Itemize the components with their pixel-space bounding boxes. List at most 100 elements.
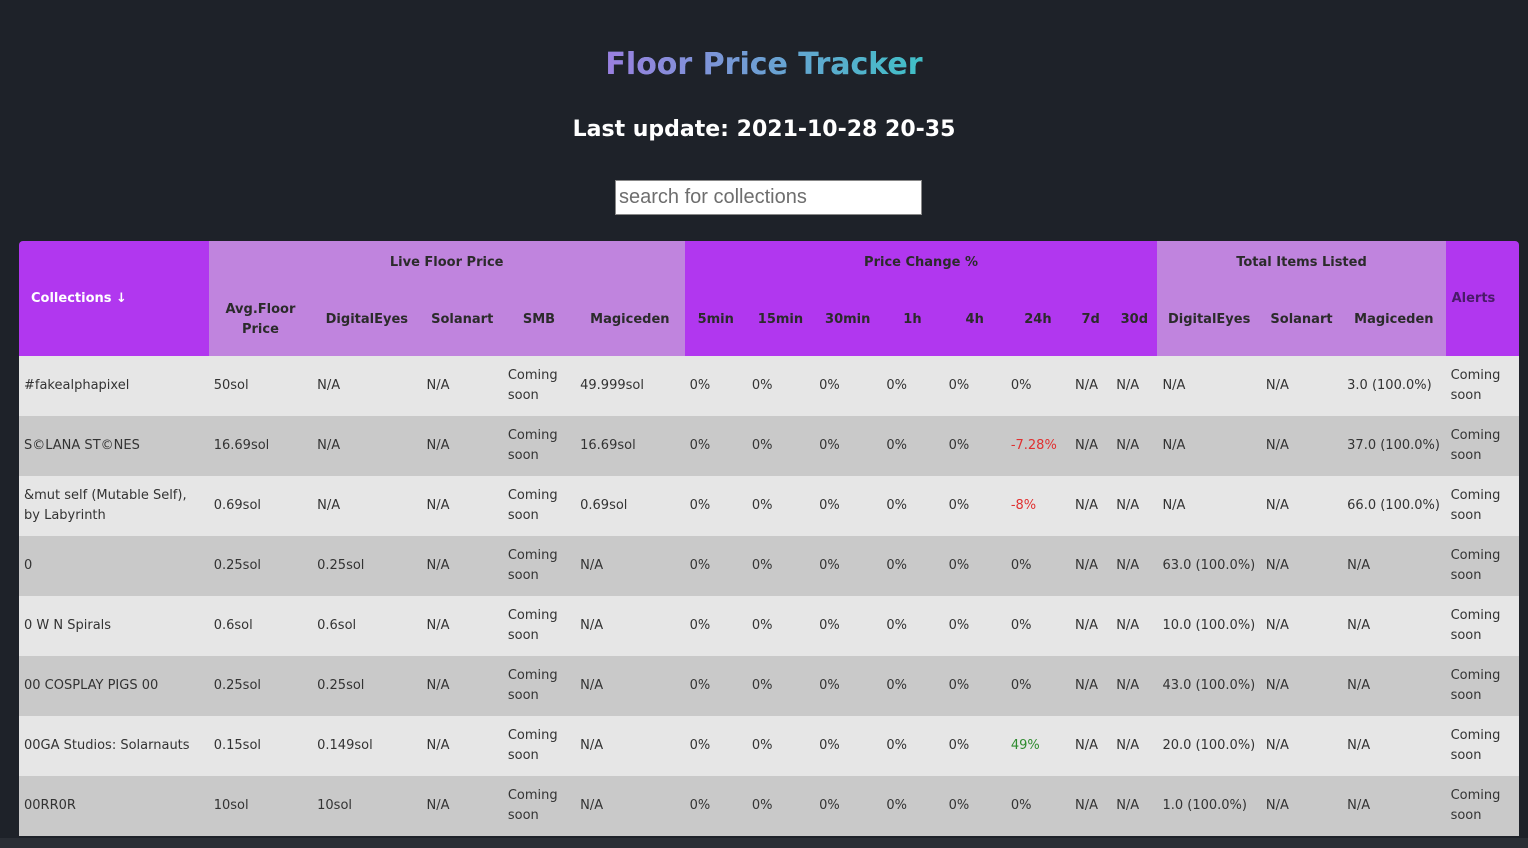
cell-listed-solanart: N/A — [1260, 776, 1343, 836]
cell-change-5min: 0% — [684, 596, 747, 656]
cell-change-30min: 0% — [814, 416, 882, 476]
column-header-live-digitaleyes[interactable]: DigitalEyes — [312, 284, 422, 356]
cell-change-4h: 0% — [943, 596, 1006, 656]
group-header-total-items-listed: Total Items Listed — [1157, 241, 1446, 284]
cell-listed-solanart: N/A — [1260, 536, 1343, 596]
search-input[interactable] — [615, 180, 922, 215]
cell-change-30min: 0% — [814, 476, 882, 536]
column-header-live-magiceden[interactable]: Magiceden — [575, 284, 685, 356]
cell-avg-floor-price: 50sol — [208, 356, 313, 416]
cell-listed-solanart: N/A — [1260, 416, 1343, 476]
cell-change-24h: -7.28% — [1005, 416, 1071, 476]
cell-live-magiceden: N/A — [575, 716, 685, 776]
cell-live-digitaleyes: 0.6sol — [312, 596, 422, 656]
cell-alerts: Coming soon — [1445, 716, 1519, 776]
cell-alerts: Coming soon — [1445, 356, 1519, 416]
cell-avg-floor-price: 0.15sol — [208, 716, 313, 776]
cell-avg-floor-price: 0.25sol — [208, 656, 313, 716]
cell-live-digitaleyes: 0.25sol — [312, 536, 422, 596]
cell-change-15min: 0% — [746, 416, 815, 476]
cell-change-24h: 0% — [1005, 776, 1071, 836]
group-header-live-floor-price: Live Floor Price — [208, 241, 685, 284]
cell-collection-name: 0 — [19, 536, 209, 596]
cell-change-24h: 0% — [1005, 656, 1071, 716]
header-column-row: Avg.Floor Price DigitalEyes Solanart SMB… — [19, 284, 1519, 356]
cell-live-magiceden: N/A — [575, 776, 685, 836]
cell-live-solanart: N/A — [421, 596, 503, 656]
cell-live-digitaleyes: N/A — [312, 476, 422, 536]
cell-alerts: Coming soon — [1445, 596, 1519, 656]
column-header-live-solanart[interactable]: Solanart — [421, 284, 503, 356]
cell-avg-floor-price: 0.25sol — [208, 536, 313, 596]
cell-live-solanart: N/A — [421, 656, 503, 716]
column-header-change-7d[interactable]: 7d — [1070, 284, 1112, 356]
cell-collection-name: S©LANA ST©NES — [19, 416, 209, 476]
page-title-text: Floor Price Tracker — [605, 43, 922, 87]
column-header-change-30d[interactable]: 30d — [1111, 284, 1158, 356]
cell-live-magiceden: 49.999sol — [575, 356, 685, 416]
cell-live-solanart: N/A — [421, 356, 503, 416]
cell-change-30d: N/A — [1111, 596, 1158, 656]
column-header-listed-solanart[interactable]: Solanart — [1260, 284, 1343, 356]
table-row[interactable]: 00RR0R 10sol 10sol N/A Coming soon N/A 0… — [19, 776, 1519, 836]
cell-live-magiceden: N/A — [575, 596, 685, 656]
cell-listed-magiceden: 37.0 (100.0%) — [1342, 416, 1446, 476]
cell-change-1h: 0% — [881, 356, 944, 416]
cell-change-7d: N/A — [1070, 356, 1112, 416]
cell-listed-digitaleyes: N/A — [1157, 476, 1261, 536]
cell-change-15min: 0% — [746, 596, 815, 656]
column-header-change-1h[interactable]: 1h — [881, 284, 944, 356]
collections-table-container: Collections ↓ Live Floor Price Price Cha… — [19, 241, 1519, 837]
column-header-change-4h[interactable]: 4h — [943, 284, 1006, 356]
table-row[interactable]: S©LANA ST©NES 16.69sol N/A N/A Coming so… — [19, 416, 1519, 476]
column-header-alerts[interactable]: Alerts — [1445, 241, 1519, 356]
cell-change-4h: 0% — [943, 776, 1006, 836]
cell-change-24h: -8% — [1005, 476, 1071, 536]
table-row[interactable]: 00 COSPLAY PIGS 00 0.25sol 0.25sol N/A C… — [19, 656, 1519, 716]
cell-collection-name: &mut self (Mutable Self), by Labyrinth — [19, 476, 209, 536]
cell-listed-magiceden: N/A — [1342, 776, 1446, 836]
table-row[interactable]: 00GA Studios: Solarnauts 0.15sol 0.149so… — [19, 716, 1519, 776]
cell-listed-digitaleyes: 10.0 (100.0%) — [1157, 596, 1261, 656]
cell-change-30min: 0% — [814, 536, 882, 596]
column-header-change-15min[interactable]: 15min — [746, 284, 815, 356]
cell-avg-floor-price: 0.6sol — [208, 596, 313, 656]
cell-change-15min: 0% — [746, 716, 815, 776]
cell-change-5min: 0% — [684, 476, 747, 536]
table-row[interactable]: &mut self (Mutable Self), by Labyrinth 0… — [19, 476, 1519, 536]
column-header-change-5min[interactable]: 5min — [684, 284, 747, 356]
cell-listed-solanart: N/A — [1260, 656, 1343, 716]
cell-change-15min: 0% — [746, 776, 815, 836]
column-header-listed-magiceden[interactable]: Magiceden — [1342, 284, 1446, 356]
table-row[interactable]: 0 W N Spirals 0.6sol 0.6sol N/A Coming s… — [19, 596, 1519, 656]
cell-collection-name: 0 W N Spirals — [19, 596, 209, 656]
cell-change-7d: N/A — [1070, 476, 1112, 536]
cell-live-solanart: N/A — [421, 476, 503, 536]
column-header-listed-digitaleyes[interactable]: DigitalEyes — [1157, 284, 1261, 356]
last-update-label: Last update: 2021-10-28 20-35 — [572, 117, 956, 142]
cell-change-5min: 0% — [684, 776, 747, 836]
cell-change-5min: 0% — [684, 656, 747, 716]
cell-alerts: Coming soon — [1445, 776, 1519, 836]
cell-live-solanart: N/A — [421, 776, 503, 836]
column-header-change-24h[interactable]: 24h — [1005, 284, 1071, 356]
column-header-change-30min[interactable]: 30min — [814, 284, 882, 356]
cell-collection-name: 00RR0R — [19, 776, 209, 836]
column-header-avg-floor-price[interactable]: Avg.Floor Price — [208, 284, 313, 356]
table-row[interactable]: #fakealphapixel 50sol N/A N/A Coming soo… — [19, 356, 1519, 416]
table-row[interactable]: 0 0.25sol 0.25sol N/A Coming soon N/A 0%… — [19, 536, 1519, 596]
cell-live-smb: Coming soon — [502, 536, 576, 596]
cell-live-smb: Coming soon — [502, 416, 576, 476]
cell-change-30min: 0% — [814, 596, 882, 656]
cell-change-15min: 0% — [746, 476, 815, 536]
collections-table: Collections ↓ Live Floor Price Price Cha… — [19, 241, 1519, 836]
column-header-live-smb[interactable]: SMB — [502, 284, 576, 356]
cell-live-digitaleyes: 0.149sol — [312, 716, 422, 776]
cell-alerts: Coming soon — [1445, 416, 1519, 476]
cell-change-1h: 0% — [881, 656, 944, 716]
column-header-collections[interactable]: Collections ↓ — [19, 241, 209, 356]
cell-live-digitaleyes: 0.25sol — [312, 656, 422, 716]
cell-change-4h: 0% — [943, 476, 1006, 536]
cell-change-1h: 0% — [881, 536, 944, 596]
cell-collection-name: 00GA Studios: Solarnauts — [19, 716, 209, 776]
